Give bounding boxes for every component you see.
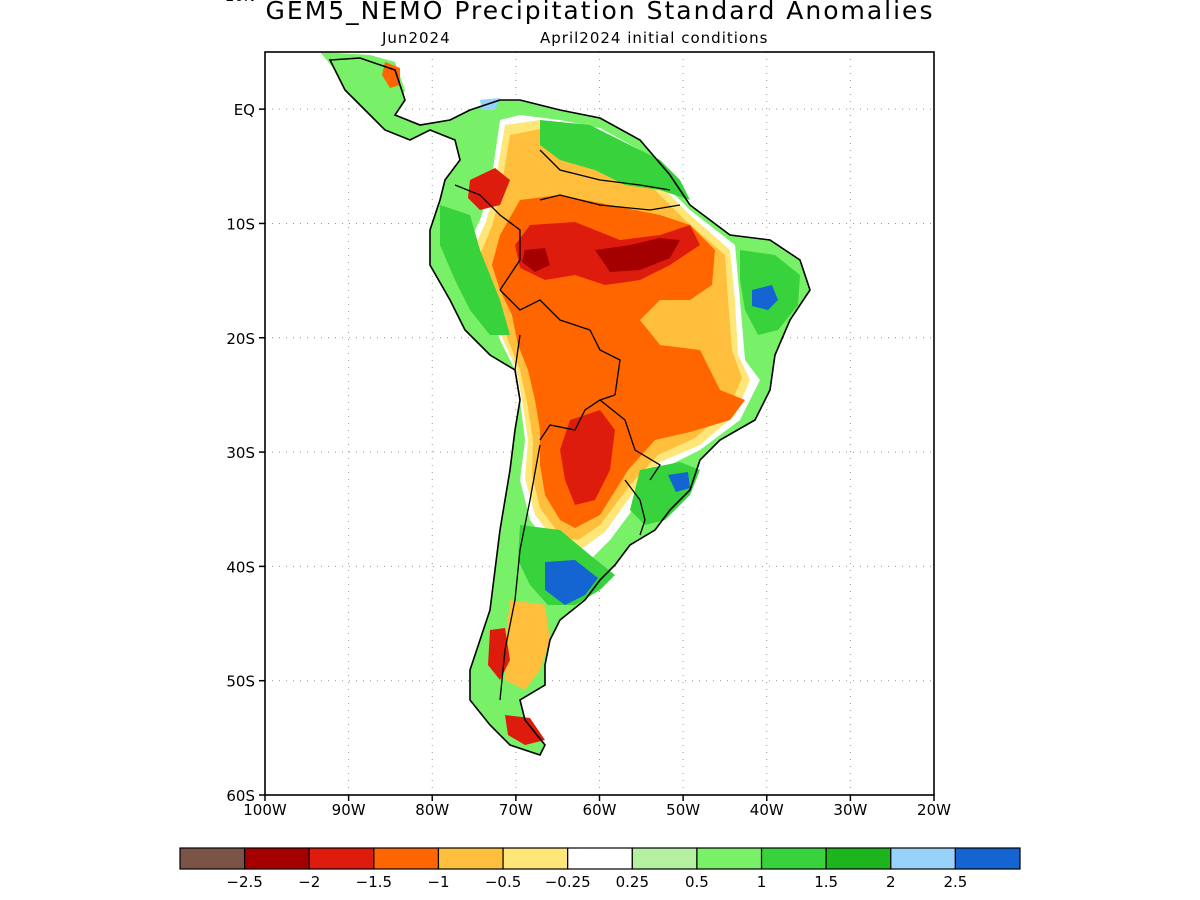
longitude-tick-label: 80W <box>415 801 449 819</box>
colorbar-label: 1 <box>757 873 767 891</box>
longitude-tick-label: 70W <box>499 801 533 819</box>
colorbar-swatch <box>890 847 956 870</box>
colorbar-label: 0.5 <box>685 873 709 891</box>
land-blue-argentina <box>545 560 598 605</box>
colorbar-swatch <box>825 847 892 870</box>
colorbar-label: 1.5 <box>814 873 838 891</box>
longitude-tick-label: 30W <box>833 801 867 819</box>
colorbar-swatch <box>179 847 246 870</box>
land-patagonia-red-south <box>505 715 545 745</box>
colorbar-swatch <box>373 847 440 870</box>
colorbar-swatch <box>696 847 763 870</box>
land-patagonia-orange <box>505 600 550 690</box>
latitude-tick-label: 10S <box>226 215 255 233</box>
colorbar-label: −0.25 <box>545 873 591 891</box>
colorbar-label: −2.5 <box>226 873 262 891</box>
land-blue-northeast <box>752 285 778 310</box>
land-central-america-orange <box>382 62 400 88</box>
latitude-tick-label: 30S <box>226 444 255 462</box>
map-title: GEM5_NEMO Precipitation Standard Anomali… <box>265 0 935 25</box>
longitude-tick-label: 50W <box>666 801 700 819</box>
colorbar-swatch <box>631 847 698 870</box>
land-red-south <box>560 410 615 505</box>
land-dark-red-2 <box>522 248 550 272</box>
longitude-tick-label: 90W <box>332 801 366 819</box>
colorbar-swatch <box>502 847 569 870</box>
colorbar-swatch <box>437 847 504 870</box>
colorbar-label: −1.5 <box>356 873 392 891</box>
colorbar-label: −2 <box>298 873 320 891</box>
colorbar-swatch <box>244 847 310 870</box>
colorbar-label: 2.5 <box>943 873 967 891</box>
latitude-tick-label: 10N <box>225 0 255 5</box>
colorbar-label: −1 <box>427 873 449 891</box>
land-green-north <box>540 120 690 200</box>
latitude-tick-label: 40S <box>226 558 255 576</box>
longitude-tick-label: 100W <box>243 801 287 819</box>
land-red-north <box>468 168 510 210</box>
longitude-tick-label: 20W <box>917 801 951 819</box>
colorbar-label: −0.5 <box>485 873 521 891</box>
longitude-tick-label: 40W <box>750 801 784 819</box>
colorbar-label: 2 <box>886 873 896 891</box>
longitude-tick-label: 60W <box>583 801 617 819</box>
land-green-west <box>440 205 510 335</box>
land-blue-southeast <box>668 472 690 492</box>
colorbar-swatch <box>760 847 827 870</box>
colorbar-label: 0.25 <box>616 873 649 891</box>
longitude-axis: 100W 90W 80W 70W 60W 50W 40W 30W 20W <box>243 795 951 819</box>
colorbar: −2.5 −2 −1.5 −1 −0.5 −0.25 0.25 0.5 1 1.5 2 2.5 <box>179 847 1021 891</box>
initial-conditions-label: April2024 initial conditions <box>540 29 769 47</box>
latitude-tick-label: 50S <box>226 673 255 691</box>
country-borders <box>454 149 681 701</box>
colorbar-swatch <box>954 847 1021 870</box>
forecast-month: Jun2024 <box>382 29 451 47</box>
land-dark-red <box>595 238 680 272</box>
colorbar-swatch <box>567 847 633 870</box>
latitude-tick-label: EQ <box>234 101 255 119</box>
latitude-axis: 10N EQ 10S 20S 30S 40S 50S 60S <box>225 0 265 805</box>
coastline <box>328 57 811 756</box>
land-patagonia-red <box>488 628 510 680</box>
colorbar-swatch <box>308 847 375 870</box>
latitude-tick-label: 20S <box>226 330 255 348</box>
latitude-tick-label: 60S <box>226 787 255 805</box>
